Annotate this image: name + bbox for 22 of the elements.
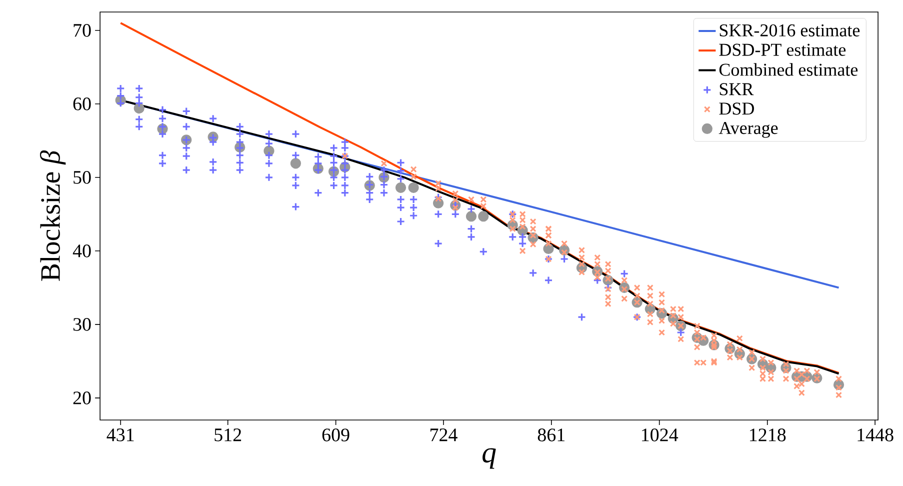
y-tick-label: 60 (73, 97, 91, 110)
legend-label: Combined estimate (719, 63, 858, 76)
x-tick-label: 1024 (642, 428, 678, 442)
legend-label: SKR (720, 83, 754, 96)
y-tick-label: 50 (74, 170, 91, 184)
y-tick-label: 20 (73, 392, 91, 404)
x-tick-label: 431 (106, 428, 134, 442)
y-tick-label: 40 (72, 244, 91, 258)
x-tick-label: 609 (322, 428, 350, 442)
x-tick-label: 512 (214, 428, 242, 442)
legend-label: SKR-2016 estimate (720, 24, 860, 36)
y-tick-label: 30 (73, 318, 91, 331)
x-tick-label: 1448 (858, 428, 894, 442)
y-axis-title: Blocksize β (40, 150, 66, 281)
x-axis-title: q (482, 448, 496, 469)
x-tick-label: 724 (430, 428, 458, 442)
legend-label: DSD (719, 102, 754, 115)
legend-label: DSD-PT estimate (719, 44, 846, 56)
x-tick-label: 861 (538, 428, 565, 442)
y-tick-label: 70 (74, 24, 91, 37)
legend-label: Average (718, 122, 778, 138)
x-tick-label: 1218 (750, 428, 786, 442)
